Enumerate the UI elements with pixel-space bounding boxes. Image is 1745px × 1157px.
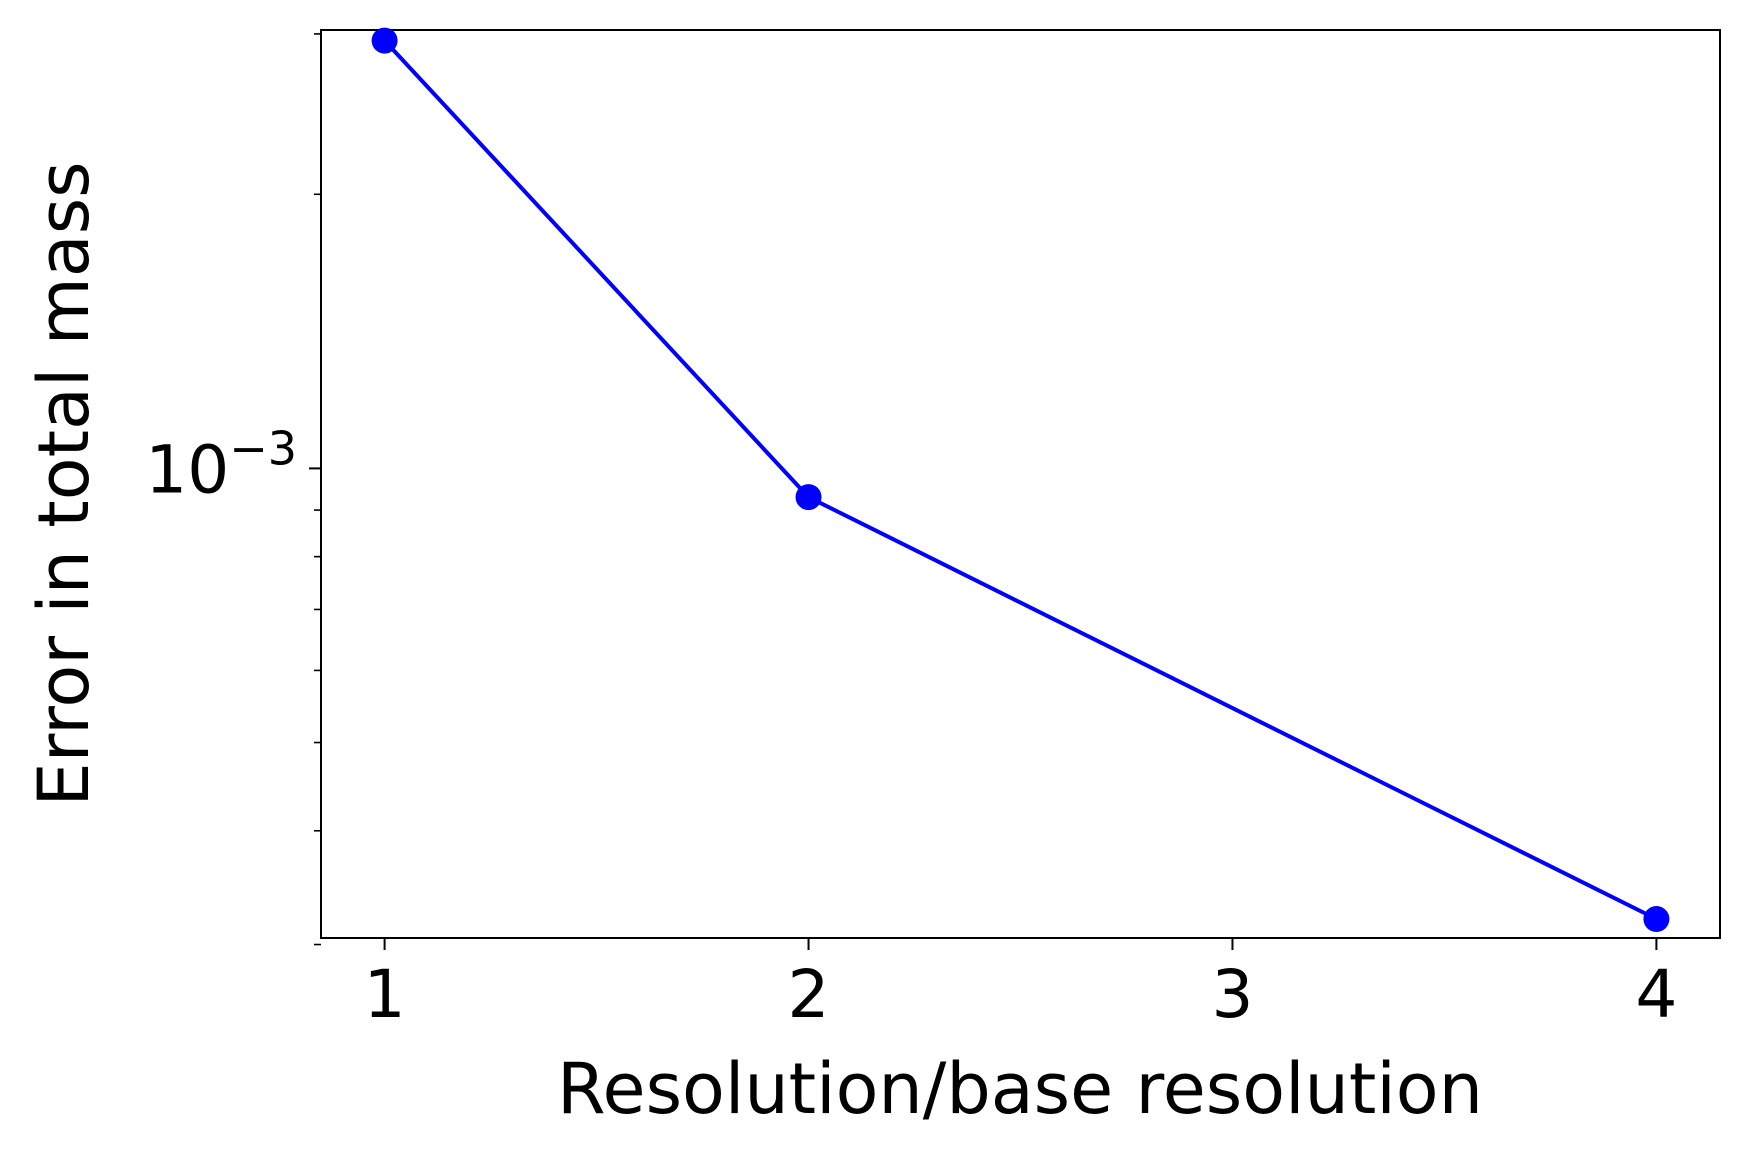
x-tick-label: 1 [364, 956, 406, 1033]
axis-ticks: 1 2 3 4 10−3 [145, 33, 1677, 1033]
data-point [1643, 906, 1670, 933]
y-axis-label: Error in total mass [23, 161, 105, 806]
y-tick-label: 10−3 [145, 421, 297, 508]
series-layer [371, 27, 1670, 933]
series-line [383, 39, 1658, 921]
plot-frame [320, 29, 1721, 939]
x-tick-label: 3 [1211, 956, 1253, 1033]
x-tick-label: 2 [788, 956, 830, 1033]
data-point [795, 484, 822, 511]
data-point [371, 27, 398, 54]
x-axis-label: Resolution/base resolution [557, 1048, 1483, 1130]
x-tick-label: 4 [1635, 956, 1677, 1033]
